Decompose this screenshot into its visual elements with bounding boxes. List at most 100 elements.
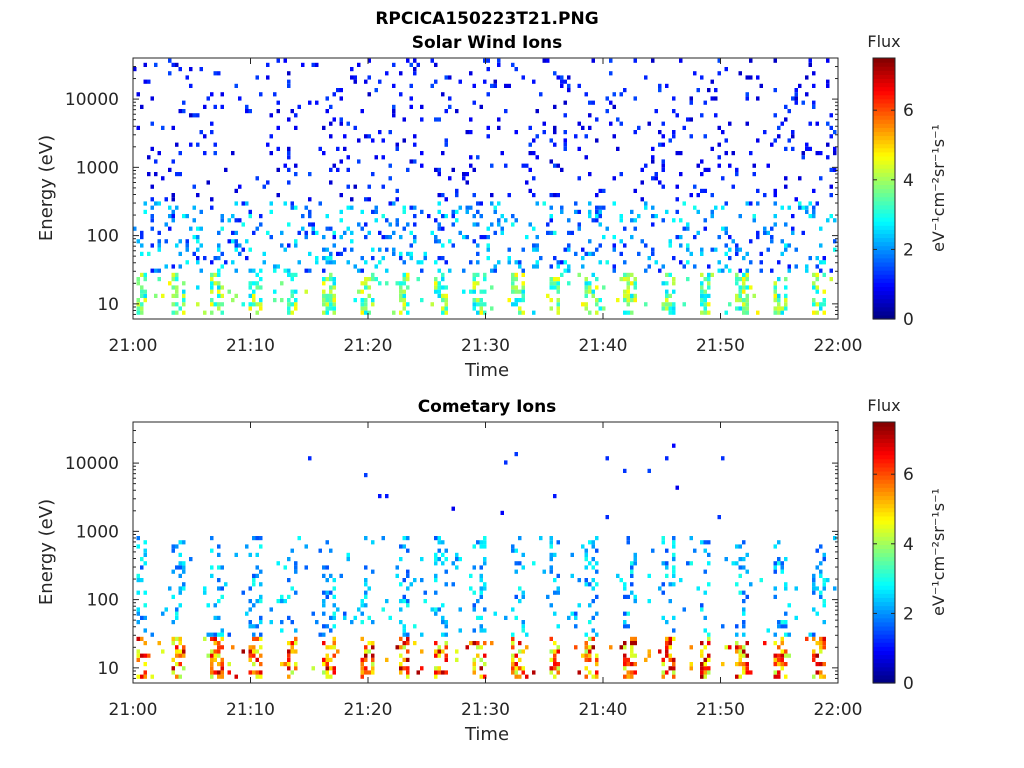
- heatmap-cell: [483, 586, 487, 591]
- heatmap-cell: [553, 649, 557, 654]
- heatmap-cell: [399, 670, 403, 675]
- heatmap-cell: [175, 293, 179, 298]
- heatmap-cell: [259, 632, 263, 637]
- heatmap-cell: [679, 58, 683, 63]
- heatmap-cell: [220, 104, 224, 109]
- heatmap-cell: [780, 205, 784, 210]
- heatmap-cell: [479, 674, 483, 679]
- heatmap-cell: [217, 281, 221, 286]
- heatmap-cell: [626, 674, 630, 679]
- heatmap-cell: [630, 298, 634, 303]
- heatmap-cell: [196, 235, 200, 240]
- heatmap-cell: [672, 557, 676, 562]
- heatmap-cell: [143, 79, 147, 84]
- heatmap-cell: [161, 125, 165, 130]
- heatmap-cell: [574, 624, 578, 629]
- heatmap-cell: [423, 590, 427, 595]
- heatmap-cell: [217, 649, 221, 654]
- heatmap-cell: [700, 298, 704, 303]
- heatmap-cell: [420, 151, 424, 156]
- heatmap-cell: [178, 264, 182, 269]
- heatmap-cell: [521, 552, 525, 557]
- heatmap-cell: [507, 247, 511, 252]
- heatmap-cell: [805, 209, 809, 214]
- heatmap-cell: [556, 666, 560, 671]
- heatmap-cell: [171, 310, 175, 315]
- heatmap-cell: [591, 272, 595, 277]
- heatmap-cell: [332, 163, 336, 168]
- heatmap-cell: [525, 163, 529, 168]
- heatmap-cell: [346, 121, 350, 126]
- heatmap-cell: [332, 92, 336, 97]
- heatmap-cell: [689, 666, 693, 671]
- heatmap-cell: [777, 670, 781, 675]
- heatmap-cell: [721, 268, 725, 273]
- heatmap-cell: [189, 113, 193, 118]
- heatmap-cell: [406, 674, 410, 679]
- heatmap-cell: [322, 624, 326, 629]
- heatmap-cell: [371, 666, 375, 671]
- heatmap-cell: [626, 624, 630, 629]
- heatmap-cell: [322, 310, 326, 315]
- colorbar-segment: [873, 249, 895, 255]
- heatmap-cell: [665, 281, 669, 286]
- heatmap-cell: [773, 58, 777, 63]
- heatmap-cell: [360, 611, 364, 616]
- heatmap-cell: [437, 226, 441, 231]
- heatmap-cell: [633, 662, 637, 667]
- heatmap-cell: [231, 151, 235, 156]
- heatmap-cell: [665, 456, 669, 461]
- heatmap-cell: [413, 578, 417, 583]
- heatmap-cell: [595, 594, 599, 599]
- heatmap-cell: [773, 193, 777, 198]
- heatmap-cell: [371, 662, 375, 667]
- heatmap-cell: [689, 536, 693, 541]
- heatmap-cell: [287, 272, 291, 277]
- heatmap-cell: [472, 285, 476, 290]
- heatmap-cell: [703, 645, 707, 650]
- heatmap-cell: [283, 268, 287, 273]
- heatmap-cell: [570, 230, 574, 235]
- heatmap-cell: [245, 239, 249, 244]
- heatmap-cell: [462, 289, 466, 294]
- heatmap-cell: [178, 565, 182, 570]
- colorbar-segment: [873, 286, 895, 292]
- y-tick-label: 10000: [65, 454, 119, 474]
- heatmap-cell: [329, 573, 333, 578]
- heatmap-cell: [717, 155, 721, 160]
- heatmap-cell: [437, 607, 441, 612]
- heatmap-cell: [329, 590, 333, 595]
- heatmap-cell: [395, 197, 399, 202]
- heatmap-cell: [367, 293, 371, 298]
- heatmap-cell: [518, 260, 522, 265]
- heatmap-cell: [588, 540, 592, 545]
- heatmap-cell: [703, 310, 707, 315]
- heatmap-cell: [220, 226, 224, 231]
- heatmap-cell: [553, 285, 557, 290]
- heatmap-cell: [136, 578, 140, 583]
- heatmap-cell: [822, 641, 826, 646]
- heatmap-cell: [287, 155, 291, 160]
- heatmap-cell: [269, 607, 273, 612]
- heatmap-cell: [759, 83, 763, 88]
- colorbar-segment: [873, 450, 895, 456]
- heatmap-cell: [742, 289, 746, 294]
- colorbar-segment: [873, 237, 895, 243]
- colorbar-segment: [873, 593, 895, 598]
- heatmap-cell: [269, 151, 273, 156]
- heatmap-cell: [700, 75, 704, 80]
- heatmap-cell: [472, 590, 476, 595]
- heatmap-cell: [588, 561, 592, 566]
- heatmap-cell: [812, 586, 816, 591]
- heatmap-cell: [749, 582, 753, 587]
- heatmap-cell: [819, 306, 823, 311]
- heatmap-cell: [500, 510, 504, 515]
- heatmap-cell: [693, 71, 697, 76]
- colorbar-segment: [873, 466, 895, 472]
- heatmap-cell: [395, 218, 399, 223]
- heatmap-cell: [371, 298, 375, 303]
- heatmap-cell: [476, 272, 480, 277]
- heatmap-cell: [399, 310, 403, 315]
- heatmap-cell: [717, 125, 721, 130]
- heatmap-cell: [714, 247, 718, 252]
